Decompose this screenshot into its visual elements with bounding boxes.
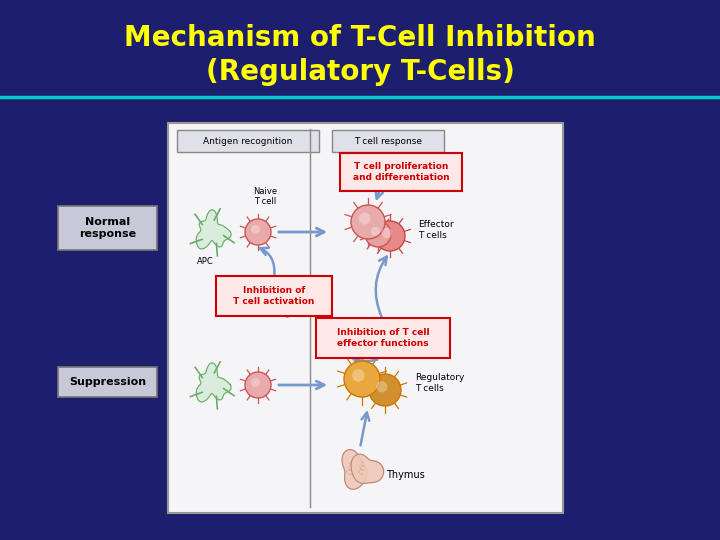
Circle shape bbox=[251, 378, 260, 387]
FancyBboxPatch shape bbox=[177, 130, 319, 152]
Circle shape bbox=[344, 361, 380, 397]
Text: APC: APC bbox=[197, 257, 213, 266]
Circle shape bbox=[375, 221, 405, 251]
Circle shape bbox=[251, 225, 260, 234]
FancyBboxPatch shape bbox=[316, 318, 450, 358]
Text: Inhibition of
T cell activation: Inhibition of T cell activation bbox=[233, 286, 315, 306]
FancyBboxPatch shape bbox=[340, 153, 462, 191]
Text: Suppression: Suppression bbox=[69, 377, 146, 387]
FancyBboxPatch shape bbox=[332, 130, 444, 152]
Polygon shape bbox=[197, 363, 231, 402]
Polygon shape bbox=[351, 454, 384, 483]
Circle shape bbox=[376, 381, 387, 393]
Text: Antigen recognition: Antigen recognition bbox=[203, 137, 293, 145]
Circle shape bbox=[245, 219, 271, 245]
Circle shape bbox=[382, 228, 392, 238]
Circle shape bbox=[371, 227, 380, 236]
Circle shape bbox=[245, 372, 271, 398]
Text: Mechanism of T-Cell Inhibition: Mechanism of T-Cell Inhibition bbox=[124, 24, 596, 52]
Text: T cell response: T cell response bbox=[354, 137, 422, 145]
Polygon shape bbox=[197, 210, 231, 249]
Text: Inhibition of T cell
effector functions: Inhibition of T cell effector functions bbox=[337, 328, 429, 348]
Circle shape bbox=[352, 369, 365, 382]
Circle shape bbox=[365, 221, 391, 247]
Polygon shape bbox=[342, 450, 366, 489]
Circle shape bbox=[359, 213, 371, 225]
Text: Regulatory
T cells: Regulatory T cells bbox=[415, 373, 464, 393]
Circle shape bbox=[351, 205, 385, 239]
Text: T cell proliferation
and differentiation: T cell proliferation and differentiation bbox=[353, 163, 449, 181]
Circle shape bbox=[369, 374, 401, 406]
FancyBboxPatch shape bbox=[58, 367, 157, 397]
FancyBboxPatch shape bbox=[58, 206, 157, 250]
FancyBboxPatch shape bbox=[168, 123, 563, 513]
Text: Naive
T cell: Naive T cell bbox=[253, 187, 277, 206]
Text: (Regulatory T-Cells): (Regulatory T-Cells) bbox=[206, 58, 514, 86]
Text: Effector
T cells: Effector T cells bbox=[418, 220, 454, 240]
Text: Normal
response: Normal response bbox=[79, 217, 136, 239]
Text: Thymus: Thymus bbox=[386, 470, 425, 480]
FancyBboxPatch shape bbox=[216, 276, 332, 316]
